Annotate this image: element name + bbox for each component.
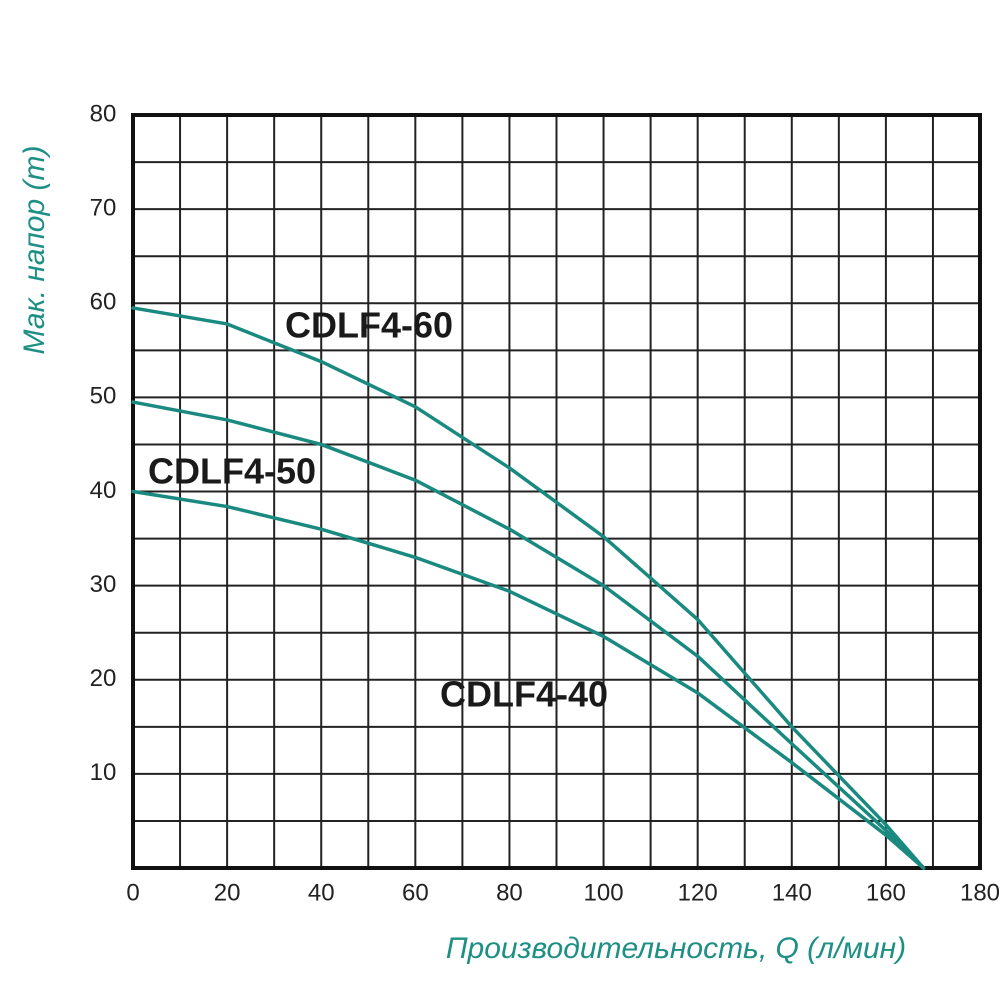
- x-tick-label: 40: [308, 879, 335, 906]
- x-tick-label: 120: [678, 879, 718, 906]
- x-tick-label: 100: [584, 879, 624, 906]
- x-tick-label: 20: [214, 879, 241, 906]
- y-tick-label: 80: [90, 100, 117, 127]
- series-label: CDLF4-60: [285, 305, 453, 346]
- series-line: [131, 489, 926, 870]
- x-tick-label: 80: [496, 879, 523, 906]
- y-tick-label: 50: [90, 383, 117, 410]
- y-tick-label: 40: [90, 477, 117, 504]
- x-tick-label: 0: [126, 879, 139, 906]
- y-axis-title: Мак. напор (m): [18, 146, 51, 355]
- y-tick-label: 10: [90, 759, 117, 786]
- x-axis-title: Производительность, Q (л/мин): [446, 932, 906, 965]
- series-line: [131, 400, 926, 870]
- y-tick-label: 20: [90, 665, 117, 692]
- x-tick-label: 160: [866, 879, 906, 906]
- y-tick-label: 30: [90, 571, 117, 598]
- series-label: CDLF4-40: [440, 674, 608, 715]
- y-tick-label: 70: [90, 194, 117, 221]
- series-line: [131, 306, 926, 870]
- x-tick-label: 60: [402, 879, 429, 906]
- series-label: CDLF4-50: [148, 451, 316, 492]
- x-tick-label: 140: [772, 879, 812, 906]
- x-tick-label: 180: [960, 879, 1000, 906]
- y-tick-label: 60: [90, 289, 117, 316]
